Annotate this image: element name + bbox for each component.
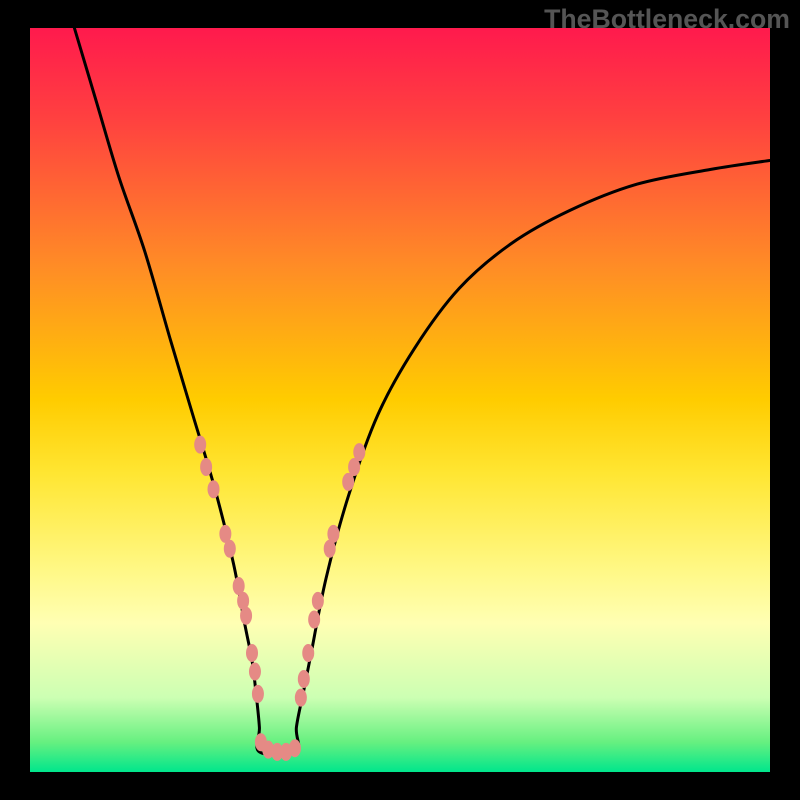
data-marker — [289, 739, 301, 757]
data-marker — [249, 663, 261, 681]
data-marker — [327, 525, 339, 543]
data-marker — [208, 480, 220, 498]
data-marker — [252, 685, 264, 703]
data-marker — [302, 644, 314, 662]
data-marker — [200, 458, 212, 476]
data-marker — [224, 540, 236, 558]
bottleneck-chart — [0, 0, 800, 800]
data-marker — [240, 607, 252, 625]
data-marker — [295, 689, 307, 707]
data-marker — [246, 644, 258, 662]
gradient-background — [30, 28, 770, 772]
data-marker — [308, 610, 320, 628]
watermark-text: TheBottleneck.com — [544, 4, 790, 35]
data-marker — [194, 436, 206, 454]
data-marker — [312, 592, 324, 610]
chart-container: TheBottleneck.com — [0, 0, 800, 800]
data-marker — [353, 443, 365, 461]
data-marker — [298, 670, 310, 688]
